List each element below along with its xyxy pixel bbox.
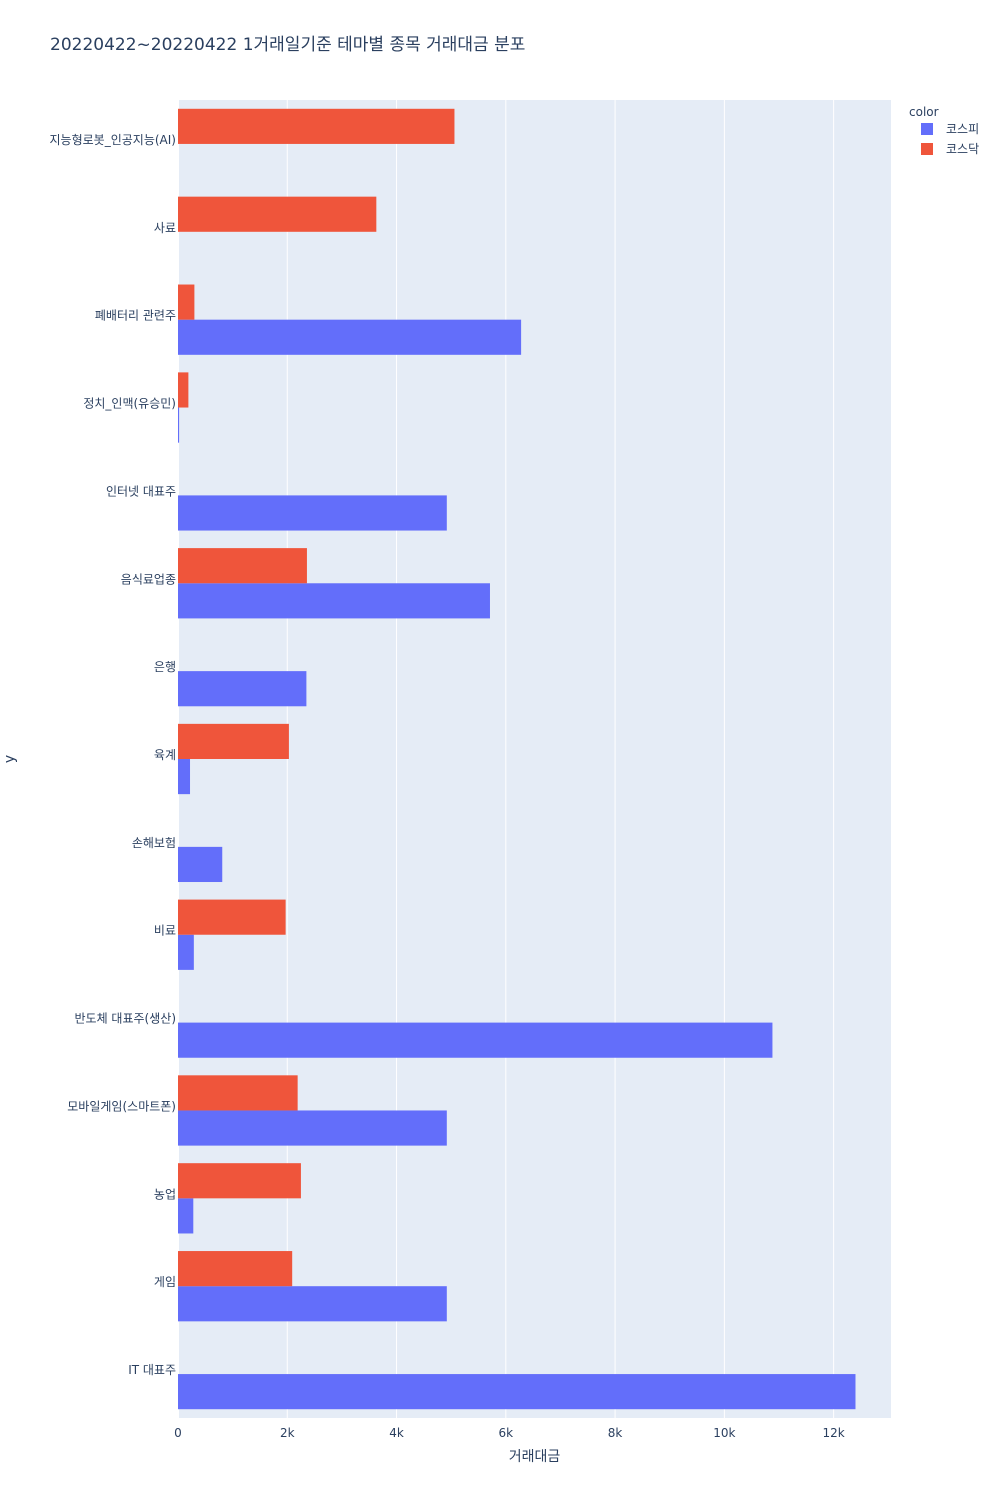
bar-kospi — [178, 1286, 447, 1322]
legend-swatch — [921, 123, 933, 135]
bar-kospi — [178, 407, 180, 443]
bar-kospi — [178, 1110, 447, 1146]
chart-title: 20220422~20220422 1거래일기준 테마별 종목 거래대금 분포 — [50, 35, 525, 55]
bar-kosdaq — [178, 108, 455, 144]
legend-label: 코스피 — [946, 122, 979, 136]
y-tick-label: 비료 — [154, 924, 176, 938]
x-tick-label: 0 — [174, 1426, 182, 1440]
bar-kospi — [178, 934, 194, 970]
x-tick-label: 12k — [823, 1426, 845, 1440]
y-tick-label: 은행 — [154, 659, 176, 674]
y-tick-label: 육계 — [154, 748, 176, 762]
legend-label: 코스닥 — [946, 142, 979, 156]
y-tick-label: 음식료업종 — [121, 572, 176, 586]
bar-kospi — [178, 671, 307, 707]
bar-kosdaq — [178, 196, 377, 232]
bar-kospi — [178, 1374, 856, 1410]
bar-kospi — [178, 583, 490, 619]
bar-kospi — [178, 846, 223, 883]
y-tick-label: 반도체 대표주(생산) — [75, 1012, 177, 1026]
bar-kospi — [178, 495, 447, 531]
bar-kosdaq — [178, 1163, 301, 1199]
bar-kosdaq — [178, 723, 289, 759]
bar-kosdaq — [178, 899, 286, 935]
bar-kosdaq — [178, 1075, 298, 1111]
y-tick-label: 모바일게임(스마트폰) — [67, 1099, 176, 1113]
x-tick-label: 10k — [713, 1426, 735, 1440]
y-axis-title: y — [2, 755, 18, 763]
bars — [178, 108, 856, 1410]
legend-swatch — [921, 143, 933, 155]
bar-kosdaq — [178, 1251, 293, 1287]
x-axis-title: 거래대금 — [509, 1449, 561, 1465]
legend-title: color — [909, 105, 939, 119]
x-tick-label: 8k — [608, 1426, 623, 1440]
y-tick-label: 게임 — [154, 1275, 176, 1289]
y-tick-label: 농업 — [154, 1187, 176, 1201]
y-tick-label: 손해보험 — [132, 836, 176, 850]
bar-kospi — [178, 319, 522, 355]
bar-kosdaq — [178, 284, 195, 320]
y-tick-label: 인터넷 대표주 — [106, 484, 176, 498]
x-axis-ticks: 0 2k 4k 6k 8k 10k 12k — [174, 1426, 845, 1440]
x-tick-label: 6k — [499, 1426, 514, 1440]
y-tick-label: 지능형로봇_인공지능(AI) — [50, 133, 176, 147]
y-tick-label: 폐배터리 관련주 — [95, 309, 176, 323]
bar-kospi — [178, 759, 191, 795]
y-tick-label: 정치_인맥(유승민) — [83, 397, 176, 411]
y-tick-label: 사료 — [154, 221, 176, 235]
y-tick-label: IT 대표주 — [128, 1363, 176, 1377]
x-tick-label: 4k — [389, 1426, 404, 1440]
bar-kospi — [178, 1022, 773, 1058]
bar-kosdaq — [178, 372, 189, 408]
bar-kosdaq — [178, 548, 307, 584]
x-tick-label: 2k — [280, 1426, 295, 1440]
bar-kospi — [178, 1198, 194, 1234]
